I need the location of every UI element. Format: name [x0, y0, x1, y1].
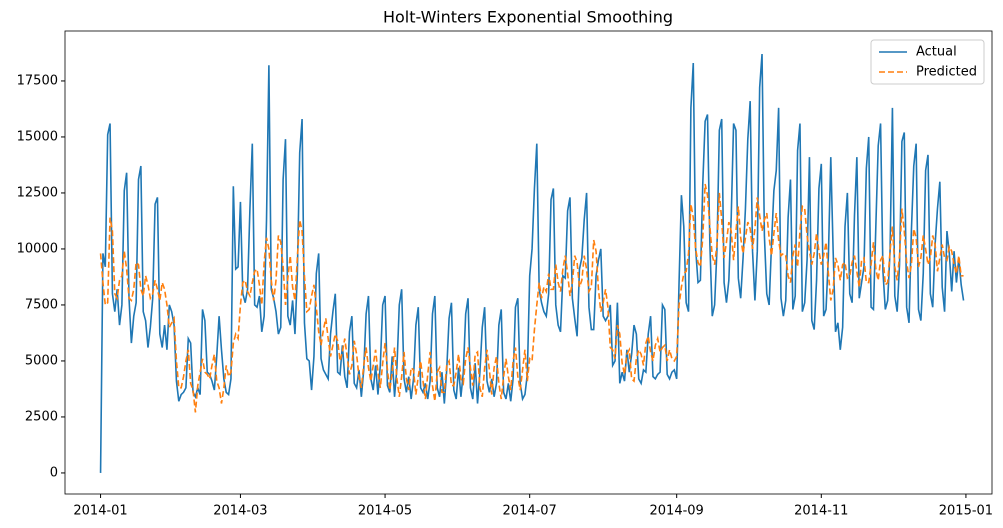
- x-tick-label: 2015-01: [939, 504, 993, 519]
- x-tick-label: 2014-11: [794, 504, 848, 519]
- y-tick-label: 12500: [17, 185, 58, 200]
- y-tick-label: 5000: [25, 353, 58, 368]
- x-tick-label: 2014-05: [358, 504, 412, 519]
- series-line: [99, 54, 965, 473]
- x-tick-label: 2014-03: [213, 504, 267, 519]
- y-tick-label: 10000: [17, 241, 58, 256]
- y-tick-label: 17500: [17, 73, 58, 88]
- y-tick-label: 2500: [25, 409, 58, 424]
- legend-label: Predicted: [916, 65, 977, 80]
- legend-label: Actual: [916, 45, 957, 60]
- x-tick-label: 2014-07: [503, 504, 557, 519]
- x-tick-label: 2014-09: [650, 504, 704, 519]
- y-tick-label: 0: [50, 465, 58, 480]
- plot-frame: [64, 30, 993, 495]
- legend-box: [870, 39, 985, 85]
- series-line: [99, 183, 964, 413]
- y-tick-label: 15000: [17, 129, 58, 144]
- y-tick-label: 7500: [25, 297, 58, 312]
- chart-title: Holt-Winters Exponential Smoothing: [383, 8, 673, 27]
- x-tick-label: 2014-01: [73, 504, 127, 519]
